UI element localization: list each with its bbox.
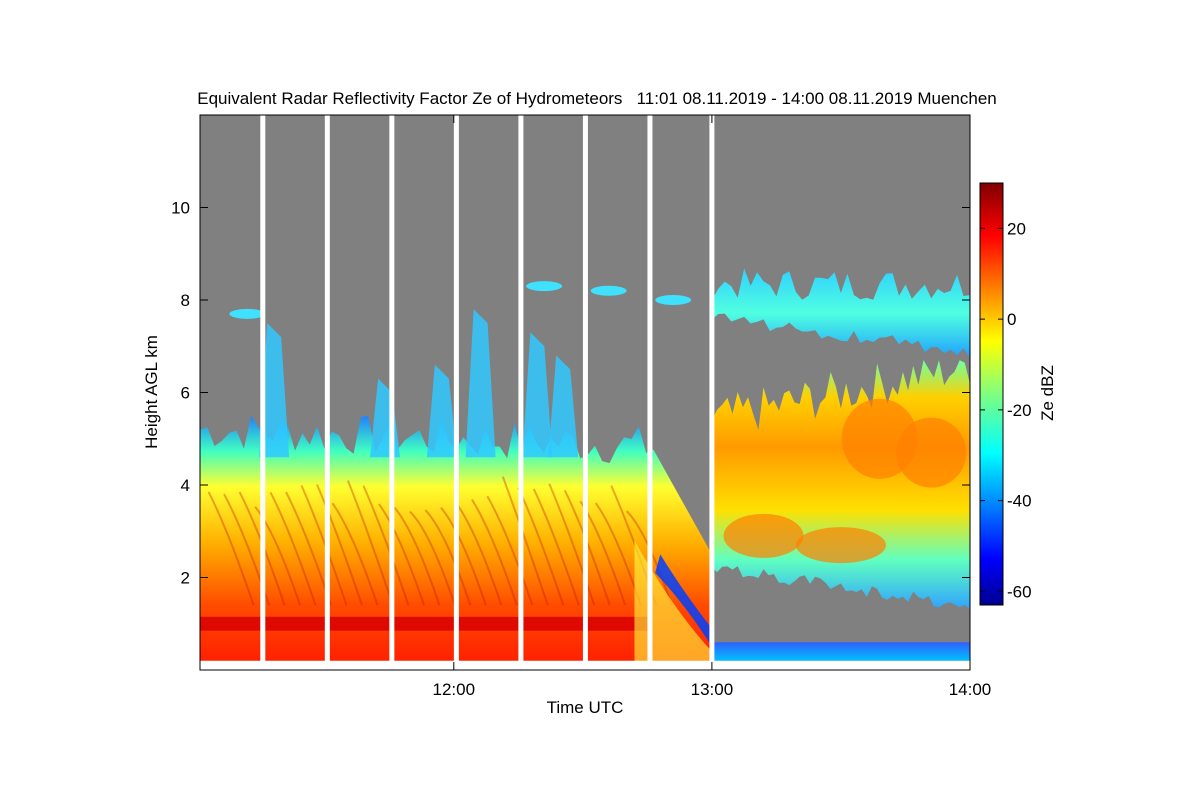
fall-streak	[409, 510, 456, 606]
convective-tower	[426, 364, 457, 458]
data-gap	[709, 115, 715, 670]
fall-streak	[424, 509, 472, 606]
plot-area	[199, 114, 971, 671]
colorbar: 20 0 -20 -40 -60	[979, 182, 1032, 606]
no-signal-gap	[711, 596, 970, 645]
cirrus-fragment	[229, 308, 266, 319]
y-tick-label: 2	[181, 569, 190, 588]
colorbar-label: Ze dBZ	[1038, 365, 1057, 421]
colorbar-tick-label: -20	[1007, 401, 1032, 420]
convective-tower	[522, 332, 553, 458]
x-axis-label: Time UTC	[547, 698, 624, 717]
colorbar-tick-label: -40	[1007, 492, 1032, 511]
fall-streak	[347, 480, 394, 606]
fall-streak	[362, 485, 410, 606]
y-tick-label: 8	[181, 291, 190, 310]
bright-band	[200, 616, 648, 631]
cirrus-fragment	[655, 295, 692, 305]
data-gap	[453, 115, 459, 670]
cirrus-fragment	[526, 281, 563, 292]
fall-streak	[269, 491, 317, 606]
x-axis: 12:00 13:00 14:00	[433, 115, 992, 699]
x-tick-label: 13:00	[691, 680, 734, 699]
transition-zone	[634, 540, 712, 670]
fall-streak	[300, 485, 348, 606]
data-gap	[389, 115, 395, 670]
colorbar-tick-label: -60	[1007, 582, 1032, 601]
data-gap	[582, 115, 588, 670]
convective-tower	[259, 323, 290, 458]
fall-streak	[316, 484, 363, 606]
cirrus-fragment	[590, 285, 627, 296]
y-axis-label: Height AGL km	[142, 335, 161, 449]
y-tick-label: 6	[181, 384, 190, 403]
fall-streak	[331, 502, 379, 606]
y-tick-label: 10	[171, 199, 190, 218]
data-gap	[647, 115, 653, 670]
low-drizzle-layer	[711, 642, 970, 661]
fall-streak	[207, 491, 255, 606]
fall-streak	[548, 483, 596, 606]
data-gap	[324, 115, 330, 670]
fall-streak	[393, 506, 441, 606]
convective-tower	[465, 309, 496, 458]
upper-cirrus	[711, 268, 970, 358]
reflectivity-core	[896, 417, 967, 488]
data-gap	[518, 115, 524, 670]
chart-title: Equivalent Radar Reflectivity Factor Ze …	[197, 89, 996, 108]
colorbar-tick-label: 0	[1007, 310, 1016, 329]
fall-streak	[440, 506, 487, 606]
fall-streak	[455, 502, 503, 606]
fall-streak	[501, 476, 549, 606]
fall-streak	[486, 495, 534, 606]
fall-streak	[378, 503, 425, 606]
fall-streak	[471, 498, 518, 606]
plot-content	[200, 115, 970, 670]
y-tick-label: 4	[181, 476, 190, 495]
transition-edge	[655, 554, 712, 647]
convective-tower	[548, 355, 579, 458]
x-tick-label: 12:00	[433, 680, 476, 699]
x-tick-label: 14:00	[949, 680, 992, 699]
y-axis: 2 4 6 8 10	[171, 199, 970, 588]
fall-streak	[532, 488, 580, 606]
data-gap	[260, 115, 266, 670]
colorbar-gradient	[979, 182, 1004, 606]
colorbar-tick-label: 20	[1007, 219, 1026, 238]
reflectivity-core	[795, 527, 886, 564]
fall-streak	[254, 506, 302, 606]
reflectivity-core	[723, 513, 804, 558]
